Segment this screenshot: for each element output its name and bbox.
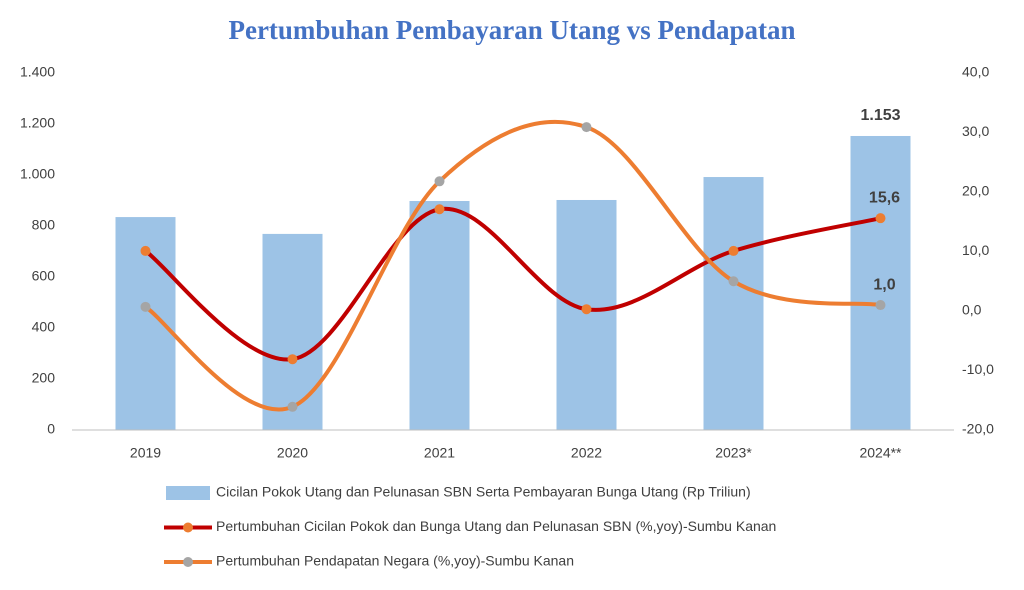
y2-tick-label: 10,0 bbox=[962, 242, 989, 258]
marker bbox=[140, 245, 151, 256]
marker bbox=[581, 304, 592, 315]
x-tick-label: 2022 bbox=[571, 445, 602, 461]
y2-tick-label: 20,0 bbox=[962, 183, 989, 199]
marker bbox=[434, 176, 445, 187]
y2-tick-label: 30,0 bbox=[962, 123, 989, 139]
marker bbox=[728, 245, 739, 256]
y2-tick-label: -20,0 bbox=[962, 421, 994, 437]
bar bbox=[409, 201, 470, 430]
legend-swatch bbox=[166, 486, 210, 500]
x-tick-label: 2023* bbox=[715, 445, 752, 461]
line bbox=[144, 119, 881, 412]
y-tick-label: 1.200 bbox=[20, 115, 55, 131]
bar bbox=[262, 233, 323, 430]
bar bbox=[556, 199, 617, 430]
y-tick-label: 1.000 bbox=[20, 166, 55, 182]
data-label: 15,6 bbox=[869, 189, 900, 206]
y-tick-label: 800 bbox=[32, 217, 56, 233]
marker bbox=[581, 122, 592, 133]
y-tick-label: 600 bbox=[32, 268, 56, 284]
x-tick-label: 2024** bbox=[859, 445, 902, 461]
x-tick-label: 2019 bbox=[130, 445, 161, 461]
marker bbox=[140, 301, 151, 312]
bar bbox=[850, 135, 911, 431]
y-tick-label: 1.400 bbox=[20, 64, 55, 80]
data-label: 1,0 bbox=[873, 276, 895, 293]
y-tick-label: 400 bbox=[32, 319, 56, 335]
x-tick-label: 2021 bbox=[424, 445, 455, 461]
legend-label: Pertumbuhan Cicilan Pokok dan Bunga Utan… bbox=[216, 518, 776, 534]
y-tick-label: 200 bbox=[32, 370, 56, 386]
bar bbox=[703, 177, 764, 430]
legend-marker bbox=[183, 522, 193, 533]
y2-tick-label: -10,0 bbox=[962, 361, 994, 377]
legend-label: Cicilan Pokok Utang dan Pelunasan SBN Se… bbox=[216, 484, 751, 500]
line bbox=[144, 206, 881, 362]
legend-label: Pertumbuhan Pendapatan Negara (%,yoy)-Su… bbox=[216, 553, 574, 569]
x-tick-label: 2020 bbox=[277, 445, 308, 461]
marker bbox=[434, 204, 445, 215]
y2-tick-label: 0,0 bbox=[962, 302, 982, 318]
marker bbox=[287, 401, 298, 412]
marker bbox=[287, 354, 298, 365]
marker bbox=[875, 300, 886, 311]
marker bbox=[728, 276, 739, 287]
data-label: 1.153 bbox=[860, 107, 900, 124]
marker bbox=[875, 213, 886, 224]
y2-tick-label: 40,0 bbox=[962, 64, 989, 80]
y-tick-label: 0 bbox=[47, 421, 55, 437]
chart-title: Pertumbuhan Pembayaran Utang vs Pendapat… bbox=[228, 15, 795, 45]
legend-marker bbox=[183, 557, 193, 567]
